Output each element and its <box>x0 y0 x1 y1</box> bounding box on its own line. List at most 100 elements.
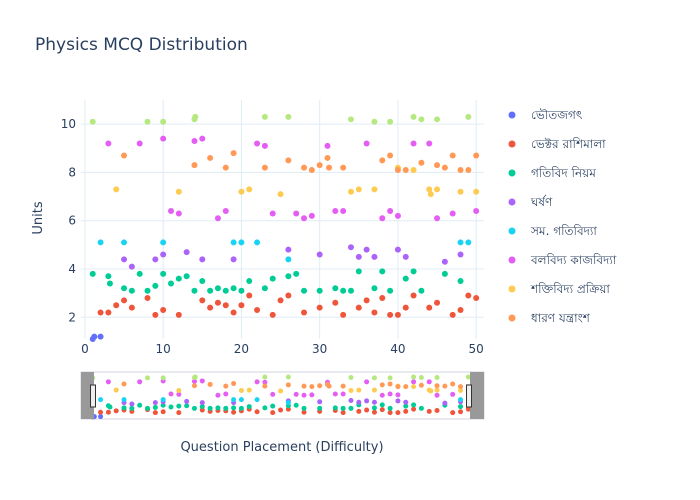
scatter-point <box>261 142 268 149</box>
range-slider-point <box>403 403 409 409</box>
scatter-point <box>269 275 276 282</box>
range-slider-point <box>246 387 252 393</box>
scatter-point <box>246 186 253 193</box>
scatter-point <box>301 287 308 294</box>
scatter-point <box>214 299 221 306</box>
scatter-point <box>371 253 378 260</box>
x-tick-label: 30 <box>312 342 327 356</box>
range-slider-point <box>238 388 244 394</box>
scatter-point <box>402 304 409 311</box>
scatter-point <box>214 285 221 292</box>
scatter-point <box>449 311 456 318</box>
legend-item[interactable]: শক্তিবিদ্য প্রক্রিয়া <box>508 282 611 296</box>
scatter-point <box>465 239 472 246</box>
scatter-point <box>121 297 128 304</box>
range-slider-point <box>379 392 385 398</box>
scatter-point <box>441 270 448 277</box>
scatter-point <box>473 208 480 215</box>
range-slider-point <box>231 397 237 403</box>
range-slider-point <box>246 404 252 410</box>
scatter-point <box>394 246 401 253</box>
scatter-point <box>113 186 120 193</box>
range-slider-point <box>301 383 307 389</box>
scatter-point <box>160 239 167 246</box>
range-slider-point <box>458 388 464 394</box>
scatter-point <box>410 167 417 174</box>
scatter-point <box>222 164 229 171</box>
scatter-point <box>238 239 245 246</box>
range-slider-right-mask <box>470 372 484 419</box>
legend-label: ভেক্টর রাশিমালা <box>531 137 606 151</box>
range-slider-point <box>168 404 174 410</box>
legend-item[interactable]: ভৌতজগৎ <box>508 108 583 122</box>
scatter-point <box>293 210 300 217</box>
range-slider-point <box>348 397 354 403</box>
scatter-point <box>473 294 480 301</box>
range-slider-point <box>434 374 440 380</box>
scatter-point <box>160 307 167 314</box>
range-slider-point <box>152 410 158 416</box>
range-slider-point <box>317 405 323 411</box>
scatter-point <box>113 302 120 309</box>
range-slider-point <box>387 381 393 387</box>
y-tick-label: 6 <box>68 214 76 228</box>
legend-label: বলবিদ্য কাজবিদ্যা <box>530 253 617 267</box>
range-slider-point <box>105 379 111 385</box>
range-slider[interactable] <box>80 371 485 420</box>
scatter-point <box>230 239 237 246</box>
range-slider-point <box>293 402 299 408</box>
legend-item[interactable]: ধারণ যন্ত্রাংশ <box>508 311 591 325</box>
legend-item[interactable]: ঘর্ষণ <box>508 195 554 209</box>
range-slider-point <box>348 405 354 411</box>
range-slider-point <box>231 405 237 411</box>
range-slider-point <box>270 410 276 416</box>
scatter-point <box>410 113 417 120</box>
scatter-point <box>387 152 394 159</box>
range-slider-point <box>184 398 190 404</box>
range-slider-left-handle[interactable] <box>90 384 96 408</box>
legend-item[interactable]: ভেক্টর রাশিমালা <box>508 137 607 151</box>
scatter-point <box>230 285 237 292</box>
x-tick-label: 20 <box>234 342 249 356</box>
range-slider-point <box>98 397 104 403</box>
scatter-point <box>136 270 143 277</box>
range-slider-point <box>395 398 401 404</box>
range-slider-point <box>191 378 197 384</box>
scatter-point <box>340 164 347 171</box>
scatter-point <box>246 292 253 299</box>
legend-item[interactable]: সম. গতিবিদ্যা <box>508 224 598 238</box>
scatter-point <box>465 113 472 120</box>
range-slider-point <box>411 406 417 412</box>
scatter-point <box>410 140 417 147</box>
range-slider-point <box>199 400 205 406</box>
legend-item[interactable]: গতিবিদ নিয়ম <box>508 166 597 180</box>
legend-item[interactable]: বলবিদ্য কাজবিদ্যা <box>508 253 617 267</box>
scatter-point <box>402 253 409 260</box>
scatter-point <box>434 299 441 306</box>
range-slider-point <box>184 403 190 409</box>
range-slider-point <box>340 391 346 397</box>
range-slider-point <box>348 374 354 380</box>
range-slider-point <box>364 398 370 404</box>
range-slider-point <box>262 379 268 385</box>
range-slider-point <box>371 375 377 381</box>
legend-label: ধারণ যন্ত্রাংশ <box>531 311 591 325</box>
range-slider-point <box>387 391 393 397</box>
range-slider-point <box>129 401 135 407</box>
scatter-point <box>175 188 182 195</box>
range-slider-point <box>121 397 127 403</box>
range-slider-point <box>176 403 182 409</box>
scatter-point <box>160 251 167 258</box>
scatter-point <box>457 167 464 174</box>
scatter-point <box>371 186 378 193</box>
scatter-point <box>308 167 315 174</box>
range-slider-point <box>215 392 221 398</box>
range-slider-point <box>160 402 166 408</box>
range-slider-right-handle[interactable] <box>466 384 472 408</box>
scatter-point <box>222 208 229 215</box>
range-slider-point <box>176 391 182 397</box>
scatter-point <box>449 152 456 159</box>
range-slider-point <box>285 406 291 412</box>
legend-label: ভৌতজগৎ <box>531 108 582 122</box>
range-slider-point <box>192 374 198 380</box>
